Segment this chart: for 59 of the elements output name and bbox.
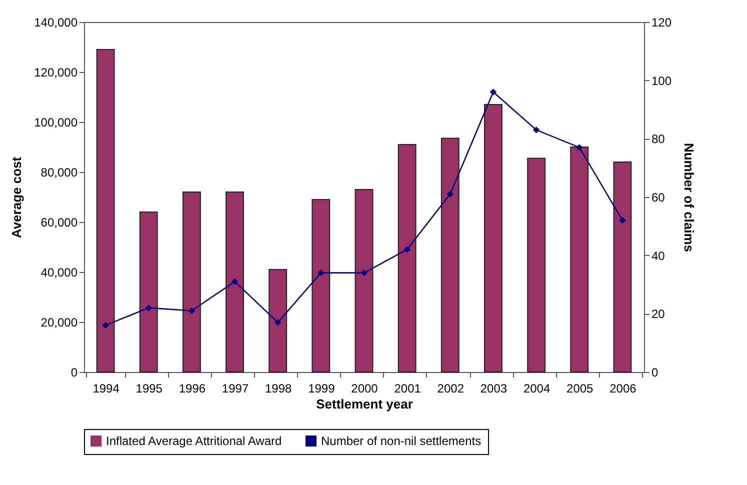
point	[318, 269, 324, 276]
y-axis-title: Average cost	[9, 156, 24, 238]
x-tick-label: 2003	[480, 382, 508, 396]
point	[404, 246, 410, 253]
legend-label: Number of non-nil settlements	[321, 434, 482, 448]
point	[490, 88, 497, 96]
x-tick-label: 1998	[264, 382, 292, 396]
y-tick-label: 40,000	[40, 266, 78, 280]
y2-tick-label: 60	[652, 190, 666, 204]
point	[231, 278, 238, 285]
bar	[96, 49, 115, 372]
y-tick-label: 80,000	[40, 166, 78, 180]
bar	[527, 158, 546, 372]
y-tick-label: 20,000	[40, 316, 78, 330]
y2-axis-title: Number of claims	[682, 142, 697, 252]
bar	[484, 104, 502, 372]
y2-tick-label: 100	[652, 74, 672, 88]
point	[532, 126, 540, 134]
bar	[354, 189, 374, 372]
point	[102, 322, 109, 329]
y2-tick-label: 20	[652, 307, 666, 322]
y-tick-label: 100,000	[34, 116, 78, 130]
x-axis-title: Settlement year	[316, 396, 413, 412]
x-tick-label: 2006	[610, 382, 637, 396]
x-tick-label: 1999	[308, 382, 336, 396]
legend-label: Inflated Average Attritional Award	[106, 434, 282, 448]
x-tick-label: 1995	[136, 382, 163, 396]
y-tick-label: 140,000	[34, 16, 78, 30]
point	[576, 144, 583, 151]
point	[274, 319, 282, 326]
bar	[226, 192, 244, 372]
point	[360, 269, 368, 276]
point	[188, 307, 196, 314]
bar	[398, 144, 416, 372]
point	[446, 190, 454, 198]
x-tick-label: 1994	[92, 382, 120, 396]
x-tick-label: 2005	[566, 382, 594, 396]
bar	[182, 192, 201, 372]
bar	[312, 199, 330, 372]
y2-tick-label: 0	[652, 366, 658, 380]
bar	[440, 138, 460, 372]
x-tick-label: 2001	[394, 382, 422, 396]
x-tick-label: 2000	[351, 382, 378, 396]
bar	[613, 162, 632, 372]
x-tick-label: 2002	[437, 382, 464, 396]
y2-tick-label: 40	[652, 248, 666, 263]
bar	[268, 269, 288, 372]
y-tick-label: 0	[70, 366, 78, 380]
y-tick-label: 60,000	[40, 216, 78, 230]
y-tick-label: 120,000	[34, 66, 78, 80]
x-tick-label: 2004	[523, 382, 550, 396]
point	[619, 216, 626, 224]
y2-tick-label: 80	[652, 132, 666, 146]
x-tick-label: 1997	[222, 382, 249, 396]
x-tick-label: 1996	[178, 382, 206, 396]
point	[145, 304, 152, 312]
bar	[570, 146, 589, 372]
bar	[139, 212, 158, 372]
y2-tick-label: 120	[652, 16, 672, 30]
